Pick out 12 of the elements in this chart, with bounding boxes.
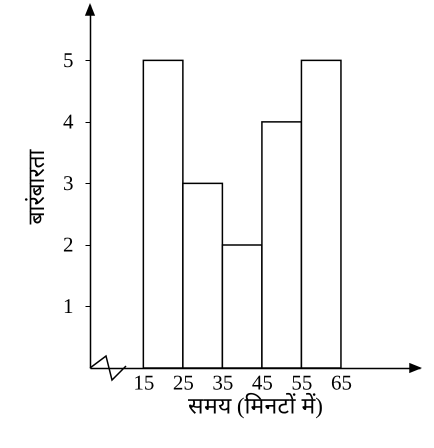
y-tick-label: 5 xyxy=(63,48,74,72)
y-tick-label: 1 xyxy=(63,294,74,318)
x-tick-label: 35 xyxy=(212,370,234,394)
x-tick-label: 25 xyxy=(172,370,194,394)
y-tick-label: 3 xyxy=(63,170,74,195)
y-tick-label: 2 xyxy=(63,232,74,256)
y-axis-title: बारंबारता xyxy=(24,148,49,224)
x-tick-label: 45 xyxy=(252,370,273,394)
x-tick-label: 65 xyxy=(330,370,352,394)
y-tick-label: 4 xyxy=(63,109,74,134)
x-axis-title: समय (मिनटों में) xyxy=(188,392,323,418)
x-tick-label: 15 xyxy=(133,370,154,394)
